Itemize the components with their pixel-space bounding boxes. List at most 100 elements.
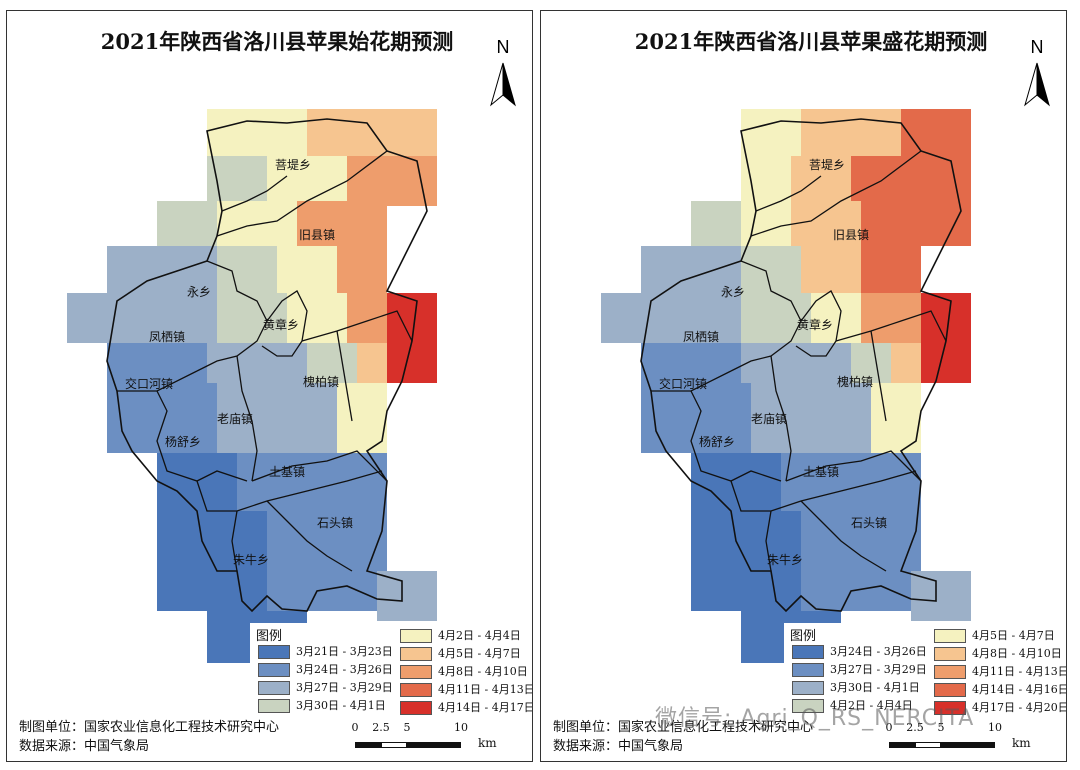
scale-unit: km: [478, 736, 497, 750]
scale-tick: 2.5: [906, 721, 924, 734]
raster-cell: [157, 201, 217, 246]
credits-source: 数据来源：中国气象局: [19, 739, 150, 754]
raster-cell: [357, 343, 387, 383]
raster-cell: [277, 246, 337, 296]
watermark: 微信号: Agri_Q_RS_NERCITA: [655, 706, 975, 731]
raster-cell: [347, 293, 387, 343]
raster-cell: [601, 293, 741, 343]
raster-cell: [911, 571, 971, 621]
scale-tick: 5: [403, 721, 411, 734]
township-label: 菩堤乡: [275, 158, 311, 172]
scale-tick: 0: [885, 721, 893, 734]
raster-cell: [801, 246, 861, 296]
credits-org: 制图单位：国家农业信息化工程技术研究中心: [19, 720, 280, 735]
north-arrow-icon: [1024, 62, 1050, 107]
legend: 图例 3月24日 - 3月26日 3月27日 - 3月29日 3月30日 - 4…: [784, 623, 1066, 719]
raster-cell: [691, 201, 741, 246]
raster-cell: [377, 571, 437, 621]
raster-cell: [641, 343, 741, 383]
scale-tick: 2.5: [372, 721, 390, 734]
township-label: 槐柏镇: [303, 374, 339, 389]
north-arrow-icon: [490, 62, 516, 107]
raster-cells: [601, 109, 971, 663]
county-boundary: [106, 118, 428, 613]
raster-cell: [741, 109, 801, 159]
scale-bar: 0 2.5 5 10 km: [351, 721, 511, 751]
township-label: 旧县镇: [299, 228, 335, 242]
township-labels: 菩堤乡 旧县镇 永乡 黄章乡 凤栖镇 交口河镇 槐柏镇 老庙镇 杨舒乡 土基镇 …: [659, 158, 887, 567]
credits-org: 制图单位：国家农业信息化工程技术研究中心: [553, 720, 814, 735]
legend-title: 图例: [256, 629, 283, 644]
raster-cell: [217, 201, 297, 246]
raster-cell: [107, 343, 207, 383]
raster-cell: [207, 109, 307, 159]
raster-cell: [901, 109, 971, 159]
township-label: 凤栖镇: [149, 329, 185, 344]
township-label: 朱牛乡: [767, 552, 803, 567]
credits: 制图单位：国家农业信息化工程技术研究中心 数据来源：中国气象局: [19, 718, 279, 756]
township-label: 杨舒乡: [699, 434, 735, 449]
township-label: 杨舒乡: [165, 434, 201, 449]
township-label: 石头镇: [317, 516, 353, 530]
township-labels: 菩堤乡 旧县镇 永乡 黄章乡 凤栖镇 交口河镇 槐柏镇 老庙镇 杨舒乡 土基镇 …: [125, 158, 353, 567]
map-panel-start-bloom: 菩堤乡 旧县镇 永乡 黄章乡 凤栖镇 交口河镇 槐柏镇 老庙镇 杨舒乡 土基镇 …: [6, 10, 533, 762]
map-title: 2021年陕西省洛川县苹果盛花期预测: [634, 29, 988, 54]
raster-cell: [641, 246, 741, 296]
legend-title: 图例: [790, 629, 817, 644]
scale-tick: 10: [454, 721, 468, 734]
raster-cell: [891, 343, 921, 383]
township-label: 石头镇: [851, 516, 887, 530]
raster-cell: [307, 109, 437, 159]
scale-tick: 10: [988, 721, 1002, 734]
raster-cell: [107, 383, 217, 453]
raster-cell: [347, 156, 437, 206]
raster-cell: [871, 383, 921, 453]
township-label: 菩堤乡: [809, 158, 845, 172]
north-arrow: N: [1021, 37, 1053, 109]
raster-cell: [851, 343, 891, 383]
scale-tick: 0: [351, 721, 359, 734]
raster-cell: [641, 383, 751, 453]
township-label: 朱牛乡: [233, 552, 269, 567]
scale-tick: 5: [937, 721, 945, 734]
raster-cell: [741, 156, 791, 206]
raster-cell: [801, 109, 901, 159]
county-boundary: [640, 118, 962, 613]
township-boundaries: [651, 150, 947, 572]
raster-cell: [691, 453, 781, 513]
raster-cell: [337, 246, 387, 296]
township-label: 凤栖镇: [683, 329, 719, 344]
raster-cell: [67, 293, 217, 343]
raster-cell: [861, 201, 971, 246]
map-panel-full-bloom: 菩堤乡 旧县镇 永乡 黄章乡 凤栖镇 交口河镇 槐柏镇 老庙镇 杨舒乡 土基镇 …: [540, 10, 1067, 762]
credits: 制图单位：国家农业信息化工程技术研究中心 数据来源：中国气象局: [553, 718, 813, 756]
raster-cell: [217, 383, 337, 453]
township-label: 老庙镇: [217, 412, 253, 426]
raster-cell: [741, 201, 791, 246]
raster-cell: [107, 246, 217, 296]
township-label: 永乡: [187, 285, 211, 299]
raster-cell: [337, 383, 387, 453]
township-label: 槐柏镇: [837, 374, 873, 389]
raster-cells: [67, 109, 437, 663]
township-label: 黄章乡: [797, 317, 833, 332]
raster-cell: [791, 156, 851, 206]
township-label: 交口河镇: [125, 376, 173, 391]
raster-cell: [751, 383, 871, 453]
map-title: 2021年陕西省洛川县苹果始花期预测: [100, 29, 454, 54]
raster-cell: [207, 343, 307, 383]
north-arrow: N: [487, 37, 519, 109]
township-label: 土基镇: [269, 465, 305, 479]
raster-cell: [217, 246, 277, 296]
township-label: 土基镇: [803, 465, 839, 479]
raster-cell: [207, 156, 267, 206]
raster-cell: [851, 156, 971, 206]
choropleth-map-start-bloom: 菩堤乡 旧县镇 永乡 黄章乡 凤栖镇 交口河镇 槐柏镇 老庙镇 杨舒乡 土基镇 …: [67, 109, 437, 663]
raster-cell: [297, 201, 387, 246]
scale-bar: 0 2.5 5 10 km: [885, 721, 1045, 751]
north-label: N: [1030, 37, 1044, 57]
raster-cell: [217, 293, 287, 343]
township-label: 永乡: [721, 285, 745, 299]
township-label: 黄章乡: [263, 317, 299, 332]
raster-cell: [791, 201, 861, 246]
